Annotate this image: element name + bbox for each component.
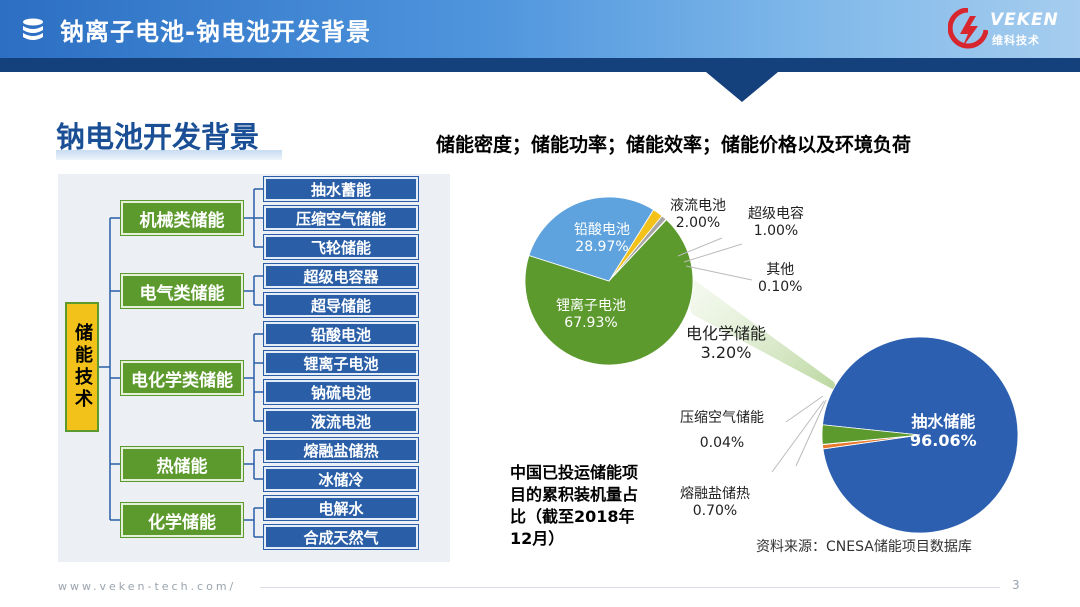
storage-tech-tree: 储能技术 机械类储能 电气类储能 电化学类储能 热储能 化学储能 抽水蓄能 压缩… (58, 174, 450, 562)
label-supercap: 超级电容 1.00% (748, 206, 804, 239)
logo-subtext: 维科技术 (992, 34, 1040, 47)
leaf-item: 钠硫电池 (264, 380, 418, 404)
header-notch (706, 72, 778, 102)
header-title: 钠离子电池-钠电池开发背景 (60, 18, 371, 46)
pie-of-pie-chart (524, 196, 1019, 534)
category-mechanical: 机械类储能 (121, 201, 243, 235)
company-logo: VEKEN 维科技术 (948, 6, 1068, 54)
page-number: 3 (1012, 578, 1020, 592)
header-banner (0, 0, 1080, 58)
leaf-item: 锂离子电池 (264, 351, 418, 375)
header-bar (0, 58, 1080, 72)
leaf-item: 压缩空气储能 (264, 206, 418, 230)
leaf-item: 合成天然气 (264, 525, 418, 549)
pie-slice (528, 196, 655, 282)
section-title: 钠电池开发背景 (56, 120, 260, 154)
section-subtitle: 储能密度；储能功率；储能效率；储能价格以及环境负荷 (436, 134, 912, 156)
label-other: 其他 0.10% (758, 262, 803, 295)
main-pie (821, 336, 1019, 534)
label-salt: 熔融盐储热 0.70% (680, 486, 750, 519)
tree-root: 储能技术 (65, 302, 99, 432)
leaf-item: 电解水 (264, 496, 418, 520)
category-thermal: 热储能 (121, 447, 243, 481)
category-chemical: 化学储能 (121, 503, 243, 537)
leaf-item: 抽水蓄能 (264, 177, 418, 201)
category-electrical: 电气类储能 (121, 274, 243, 308)
sub-pie (524, 196, 694, 366)
company-logo-icon (948, 8, 988, 49)
leaf-item: 超导储能 (264, 293, 418, 317)
tree-connectors (99, 188, 264, 538)
label-electrochem: 电化学储能 3.20% (686, 324, 767, 363)
pie-slice (524, 219, 694, 366)
chart-caption: 中国已投运储能项目的累积装机量占比（截至2018年12月） (510, 463, 639, 548)
leaf-item: 熔融盐储热 (264, 438, 418, 462)
label-lead: 铅酸电池 28.97% (574, 222, 630, 255)
chart-source: 资料来源：CNESA储能项目数据库 (756, 539, 972, 555)
pie-connector-band (678, 268, 838, 392)
leaf-item: 冰储冷 (264, 467, 418, 491)
label-flow: 液流电池 2.00% (670, 198, 726, 231)
category-electrochemical: 电化学类储能 (121, 361, 243, 395)
label-pumped: 抽水储能 96.06% (910, 412, 977, 451)
logo-text: VEKEN (990, 10, 1059, 30)
section-underline (56, 150, 282, 160)
leaf-item: 液流电池 (264, 409, 418, 433)
footer-divider (260, 587, 1000, 588)
leader-lines (677, 237, 827, 473)
leaf-item: 超级电容器 (264, 264, 418, 288)
footer-url: www.veken-tech.com/ (58, 580, 237, 593)
chart-panel: 铅酸电池 28.97% 锂离子电池 67.93% 液流电池 2.00% 超级电容 1.0… (500, 176, 1022, 560)
tree-root-label: 储能技术 (72, 323, 93, 411)
database-icon (23, 18, 43, 40)
leaf-item: 铅酸电池 (264, 322, 418, 346)
pie-slice (821, 424, 921, 445)
pie-slice (822, 336, 1019, 534)
label-lithium: 锂离子电池 67.93% (556, 298, 626, 331)
leaf-item: 飞轮储能 (264, 235, 418, 259)
label-caes: 压缩空气储能 0.04% (680, 410, 764, 452)
